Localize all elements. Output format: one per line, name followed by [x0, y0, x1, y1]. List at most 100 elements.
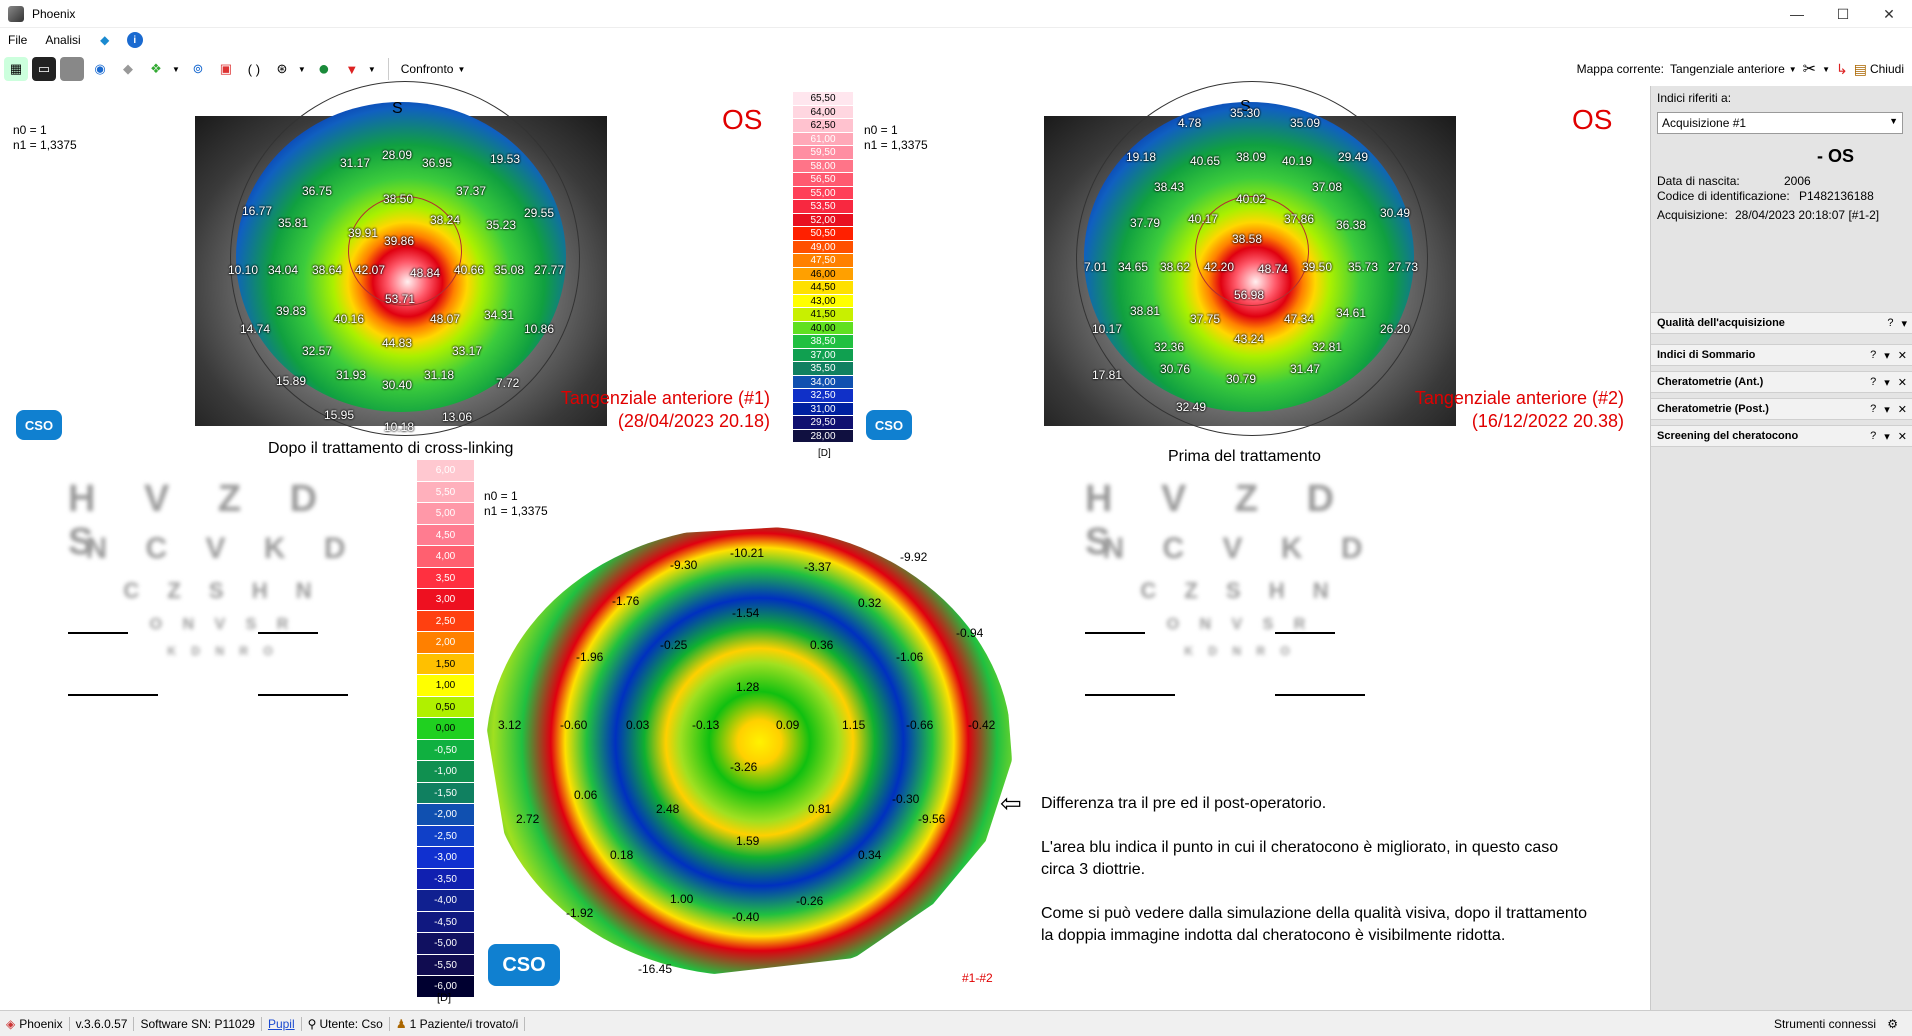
chevron-down-icon[interactable]: ▼	[297, 64, 306, 74]
left-eye-side: OS	[722, 104, 763, 135]
right-superior-label: S	[1240, 98, 1251, 115]
chevron-down-icon[interactable]: ▾	[1901, 318, 1907, 330]
map-value: 1.59	[736, 834, 760, 848]
menu-file[interactable]: File	[8, 33, 28, 47]
close-icon[interactable]: ✕	[1897, 350, 1907, 362]
diamond-icon[interactable]: ◆	[123, 61, 133, 76]
left-map-date: (28/04/2023 20.18)	[617, 411, 770, 431]
scale-step: 59,50	[793, 146, 853, 160]
close-exam-button[interactable]: ▤ Chiudi	[1854, 61, 1904, 78]
scale-step: 47,50	[793, 254, 853, 268]
close-icon[interactable]: ✕	[1897, 377, 1907, 389]
map-value: 39.50	[1302, 260, 1333, 274]
help-icon[interactable]: ?	[1887, 317, 1894, 329]
chevron-down-icon[interactable]: ▾	[1884, 431, 1890, 443]
monitor-icon[interactable]: ▭	[32, 57, 56, 81]
maximize-button[interactable]: ☐	[1836, 5, 1850, 22]
map-value: 0.34	[858, 848, 882, 862]
chevron-down-icon[interactable]: ▾	[1884, 377, 1890, 389]
chevron-down-icon[interactable]: ▼	[1822, 64, 1830, 74]
acquisition-select[interactable]: Acquisizione #1 ▼	[1657, 112, 1903, 134]
panel-keratoconus-screening[interactable]: Screening del cheratocono? ▾ ✕	[1651, 425, 1912, 447]
help-icon[interactable]: ?	[1870, 349, 1877, 361]
top-color-scale: 65,50 64,00 62,50 61,00 59,50 58,00 56,50 55,00…	[793, 92, 853, 443]
difference-map[interactable]	[486, 526, 1012, 976]
right-caption: Prima del trattamento	[1168, 448, 1321, 465]
report-icon[interactable]: ▣	[219, 61, 233, 76]
map-value: 39.86	[384, 234, 415, 248]
scale-step: 35,50	[793, 362, 853, 376]
note-line-5: la doppia immagine indotta dal cheratoco…	[1041, 927, 1506, 944]
scale-step: 61,00	[793, 132, 853, 146]
map-value: 34.61	[1336, 306, 1367, 320]
id-label: Codice di identificazione:	[1657, 189, 1790, 203]
book-icon[interactable]: ◆	[100, 33, 110, 47]
multi-map-icon[interactable]: ❖	[150, 61, 162, 76]
menu-analysis[interactable]: Analisi	[45, 33, 81, 47]
minimize-button[interactable]: —	[1790, 6, 1804, 22]
chevron-down-icon[interactable]: ▼	[367, 64, 376, 74]
panel-summary-indices[interactable]: Indici di Sommario? ▾ ✕	[1651, 344, 1912, 366]
maps-grid-icon[interactable]: ▦	[4, 57, 28, 81]
map-value: 42.07	[355, 263, 386, 277]
map-value: 7.01	[1084, 260, 1108, 274]
status-pupil-link[interactable]: Pupil	[262, 1016, 302, 1031]
scale-step: 58,00	[793, 159, 853, 173]
close-icon[interactable]: ✕	[1897, 404, 1907, 416]
aberration-icon[interactable]: ⊛	[276, 61, 288, 76]
status-app-name: Phoenix	[19, 1016, 63, 1031]
user-icon: ⚲	[307, 1016, 317, 1031]
panel-acquisition-quality[interactable]: Qualità dell'acquisizione? ▾	[1651, 312, 1912, 334]
scale-step: 43,00	[793, 294, 853, 308]
map-value: 35.23	[486, 218, 517, 232]
map-value: 38.24	[430, 213, 461, 227]
acuity-row: H V Z D S	[1085, 478, 1354, 563]
panel-keratometry-ant[interactable]: Cheratometrie (Ant.)? ▾ ✕	[1651, 371, 1912, 393]
map-value: 0.81	[808, 802, 832, 816]
close-icon[interactable]: ✕	[1897, 431, 1907, 443]
map-value: -0.30	[892, 792, 920, 806]
scale-step: 1,00	[417, 675, 474, 697]
scale-step: 28,00	[793, 429, 853, 443]
info-icon[interactable]: i	[126, 32, 143, 48]
chevron-down-icon[interactable]: ▼	[172, 64, 180, 74]
cso-logo: CSO	[16, 410, 62, 440]
lens-icon[interactable]: ⊚	[192, 61, 204, 76]
green-circle-icon[interactable]: ●	[317, 57, 330, 80]
panel-controls: ? ▾ ✕	[1870, 349, 1907, 362]
bracket-icon[interactable]: ( )	[247, 61, 261, 77]
panel-controls: ? ▾ ✕	[1870, 376, 1907, 389]
close-window-button[interactable]: ✕	[1883, 5, 1895, 22]
panel-keratometry-post[interactable]: Cheratometrie (Post.)? ▾ ✕	[1651, 398, 1912, 420]
scale-step: 65,50	[793, 92, 853, 106]
chevron-down-icon[interactable]: ▾	[1884, 350, 1890, 362]
swap-icon[interactable]: ↳	[1836, 60, 1848, 77]
acuity-row: C Z S H N	[123, 578, 323, 603]
gray-square-icon[interactable]	[60, 57, 84, 81]
tools-icon[interactable]: ✂	[1802, 61, 1817, 78]
difference-map-label: #1-#2	[962, 971, 993, 985]
map-value: 13.06	[442, 410, 473, 424]
scale-step: -6,00	[417, 976, 474, 998]
tools-connected-icon[interactable]: ⚙	[1887, 1016, 1898, 1031]
help-icon[interactable]: ?	[1870, 430, 1877, 442]
compare-dropdown[interactable]: Confronto ▼	[395, 62, 478, 76]
chart-guide-line	[1085, 632, 1145, 634]
help-icon[interactable]: ?	[1870, 403, 1877, 415]
globe-icon[interactable]: ◉	[94, 61, 106, 76]
panel-controls: ? ▾ ✕	[1870, 403, 1907, 416]
compare-label: Confronto	[400, 62, 454, 76]
map-value: 34.65	[1118, 260, 1149, 274]
scale-step: 0,00	[417, 718, 474, 740]
map-value: 30.49	[1380, 206, 1411, 220]
map-value: 40.65	[1190, 154, 1221, 168]
scale-step: -2,00	[417, 804, 474, 826]
current-map-dropdown[interactable]: Tangenziale anteriore ▼	[1670, 62, 1797, 76]
cso-logo: CSO	[866, 410, 912, 440]
chevron-down-icon[interactable]: ▾	[1884, 404, 1890, 416]
scale-step: 3,00	[417, 589, 474, 611]
chevron-down-icon: ▼	[457, 64, 466, 74]
map-value: 26.20	[1380, 322, 1411, 336]
superman-icon[interactable]: ▼	[345, 61, 359, 77]
help-icon[interactable]: ?	[1870, 376, 1877, 388]
